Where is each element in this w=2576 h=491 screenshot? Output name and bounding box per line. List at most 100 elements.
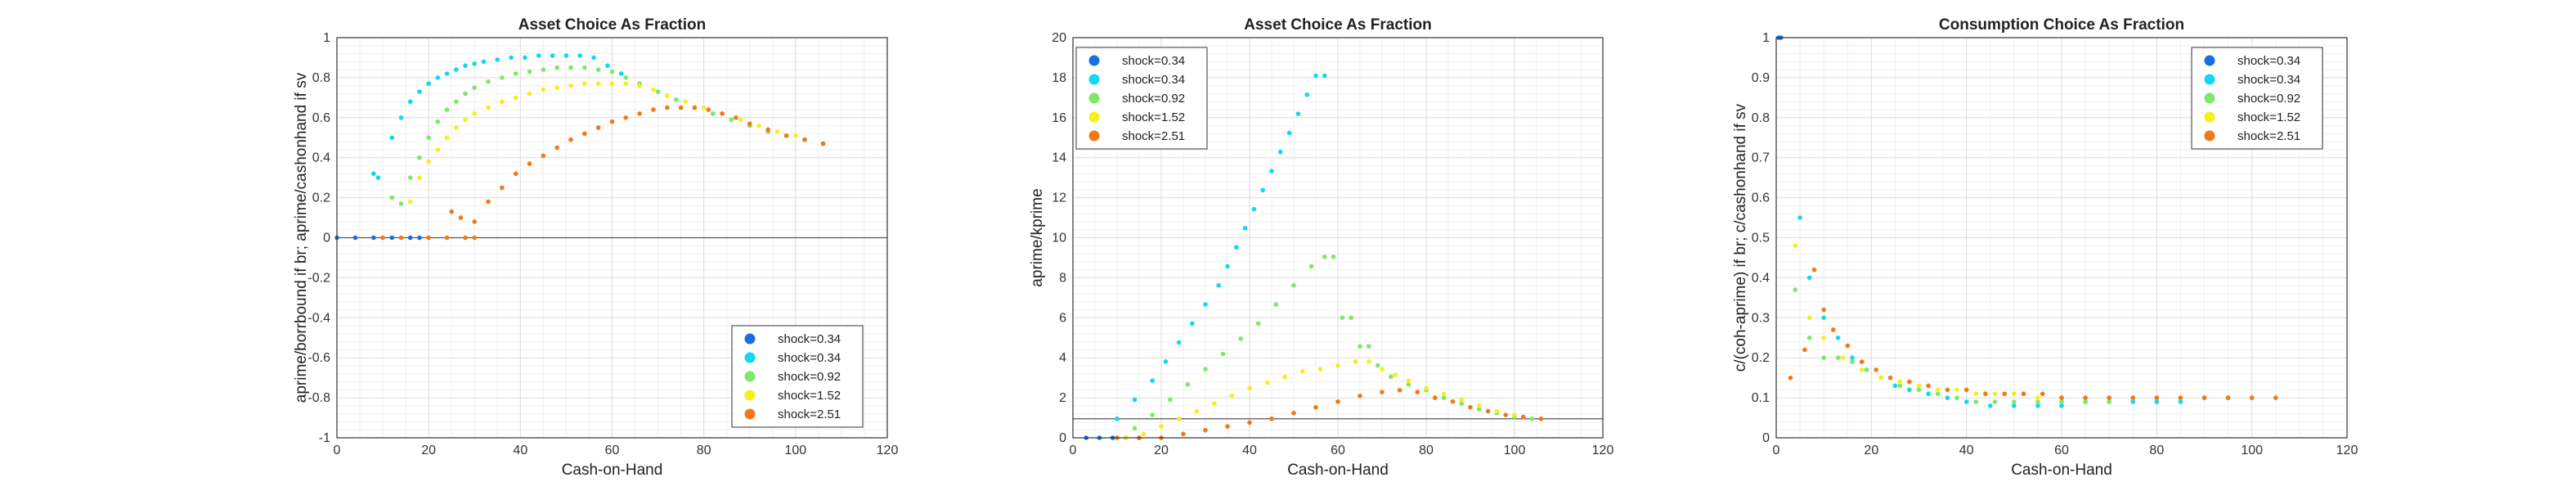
legend-label: shock=1.52 bbox=[2237, 110, 2300, 124]
data-point bbox=[1176, 416, 1182, 421]
data-point bbox=[1477, 407, 1482, 412]
data-point bbox=[389, 135, 395, 141]
data-point bbox=[2178, 395, 2183, 400]
data-point bbox=[472, 85, 478, 90]
data-point bbox=[1529, 416, 1535, 421]
data-point bbox=[1358, 344, 1362, 349]
legend-marker bbox=[2204, 111, 2215, 123]
legend-marker bbox=[744, 390, 756, 401]
data-point bbox=[1291, 282, 1296, 288]
data-point bbox=[1845, 343, 1851, 349]
data-point bbox=[398, 201, 404, 206]
x-tick-label: 20 bbox=[1864, 444, 1878, 457]
legend-marker bbox=[1088, 111, 1100, 123]
data-point bbox=[1203, 367, 1208, 372]
data-point bbox=[1926, 391, 1931, 397]
data-point bbox=[1802, 347, 1807, 353]
data-point bbox=[802, 137, 807, 142]
series-4 bbox=[1124, 359, 1517, 440]
panel-3-plot-area: 0 20 40 60 80 100 120 0 0.1 0.2 0.3 0.4 0.5 0.6 0.7 0.8… bbox=[1752, 31, 2358, 457]
data-point bbox=[729, 117, 734, 123]
legend-marker bbox=[1088, 74, 1100, 85]
data-point bbox=[1793, 243, 1798, 249]
y-tick-label: 8 bbox=[1059, 271, 1066, 285]
data-point bbox=[541, 87, 546, 92]
data-point bbox=[655, 89, 661, 94]
data-point bbox=[1797, 215, 1802, 220]
data-point bbox=[486, 199, 491, 205]
data-point bbox=[1295, 111, 1301, 116]
data-point bbox=[472, 111, 478, 116]
y-tick-label: 0.2 bbox=[1752, 351, 1770, 365]
y-tick-label: 0.6 bbox=[312, 111, 330, 125]
panel-1: Asset Choice As Fraction Cash-on-Hand ap… bbox=[293, 16, 898, 479]
data-point bbox=[2021, 391, 2026, 397]
data-point bbox=[1992, 399, 1998, 404]
data-point bbox=[449, 209, 455, 214]
data-point bbox=[1806, 315, 1812, 321]
panel-3-x-axis-label: Cash-on-Hand bbox=[2011, 462, 2112, 479]
data-point bbox=[734, 115, 738, 120]
data-point bbox=[1992, 391, 1998, 397]
data-point bbox=[1300, 368, 1305, 374]
data-point bbox=[1220, 351, 1226, 357]
data-point bbox=[1322, 254, 1327, 259]
data-point bbox=[651, 107, 656, 112]
data-point bbox=[1916, 383, 1922, 389]
x-tick-label: 20 bbox=[1154, 444, 1169, 457]
panel-3-legend: shock=0.34 shock=0.34 shock=0.92 shock=1.52… bbox=[2191, 47, 2323, 150]
data-point bbox=[541, 67, 546, 72]
data-point bbox=[1821, 335, 1826, 340]
y-tick-label: 0.4 bbox=[1752, 271, 1770, 285]
data-point bbox=[591, 55, 596, 61]
data-point bbox=[1212, 401, 1217, 406]
data-point bbox=[1397, 387, 1402, 393]
data-point bbox=[1203, 427, 1208, 433]
data-point bbox=[1945, 395, 1950, 400]
data-point bbox=[1282, 374, 1287, 380]
y-tick-label: 0 bbox=[323, 232, 330, 246]
data-point bbox=[1892, 383, 1898, 389]
data-point bbox=[500, 185, 505, 191]
y-tick-label: 16 bbox=[1052, 111, 1066, 125]
data-point bbox=[435, 147, 441, 152]
data-point bbox=[1349, 315, 1353, 321]
x-tick-label: 0 bbox=[1070, 444, 1077, 457]
data-point bbox=[2035, 403, 2040, 408]
series-4 bbox=[407, 81, 798, 205]
y-tick-label: -0.2 bbox=[307, 271, 330, 285]
data-point bbox=[783, 133, 789, 138]
data-point bbox=[2083, 399, 2088, 404]
x-tick-label: 60 bbox=[2054, 444, 2069, 457]
data-point bbox=[582, 65, 587, 70]
y-tick-label: 0.5 bbox=[1752, 232, 1770, 246]
data-point bbox=[2201, 395, 2207, 400]
data-point bbox=[2059, 399, 2064, 404]
legend-label: shock=0.92 bbox=[2237, 92, 2300, 106]
x-tick-label: 0 bbox=[1773, 444, 1780, 457]
data-point bbox=[463, 91, 468, 97]
y-tick-label: 0.9 bbox=[1752, 71, 1770, 85]
y-tick-label: 4 bbox=[1059, 351, 1066, 365]
data-point bbox=[1308, 264, 1314, 269]
data-point bbox=[1389, 374, 1393, 380]
data-point bbox=[1835, 355, 1841, 361]
data-point bbox=[1963, 387, 1969, 393]
data-point bbox=[1424, 385, 1429, 391]
data-point bbox=[1926, 383, 1931, 389]
panel-3-title: Consumption Choice As Fraction bbox=[1939, 16, 2184, 34]
y-tick-label: 0.8 bbox=[1752, 111, 1770, 125]
legend-marker bbox=[1088, 92, 1100, 104]
data-point bbox=[1468, 404, 1473, 410]
data-point bbox=[1251, 206, 1257, 212]
data-point bbox=[389, 235, 395, 241]
data-point bbox=[1358, 393, 1362, 399]
data-point bbox=[2249, 395, 2255, 400]
panel-1-title: Asset Choice As Fraction bbox=[518, 16, 706, 34]
data-point bbox=[513, 171, 518, 177]
data-point bbox=[1935, 391, 1941, 397]
data-point bbox=[407, 175, 413, 180]
x-tick-label: 40 bbox=[513, 444, 527, 457]
y-tick-label: 0.4 bbox=[312, 151, 330, 165]
